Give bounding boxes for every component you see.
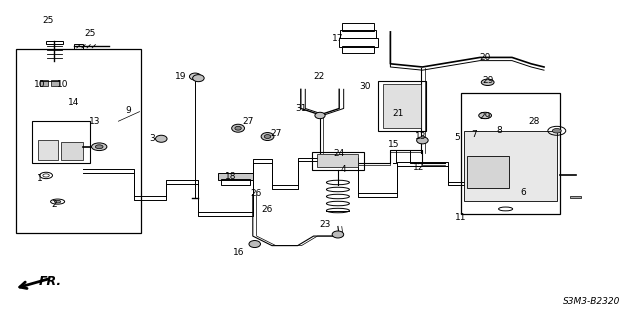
Text: 16: 16 [233,248,244,256]
Text: 17: 17 [332,34,344,43]
Text: 4: 4 [340,165,346,174]
Text: 7: 7 [471,130,476,139]
Bar [340,30,376,38]
Text: 21: 21 [392,109,404,118]
Text: 12: 12 [413,163,424,172]
Text: 26: 26 [250,189,262,198]
Bar [383,84,421,128]
Text: S3M3-B2320: S3M3-B2320 [563,297,621,306]
Bar [467,156,509,188]
Ellipse shape [479,112,492,119]
Ellipse shape [235,126,241,130]
Circle shape [95,145,103,149]
Bar [317,154,358,167]
Bar [378,81,426,131]
Ellipse shape [417,137,428,144]
Ellipse shape [54,200,61,203]
Text: 24: 24 [333,149,345,158]
Text: 19: 19 [175,72,186,81]
Ellipse shape [189,73,201,80]
Text: FR.: FR. [38,275,61,288]
Text: 15: 15 [388,140,399,149]
Bar [342,46,374,53]
Bar [61,142,83,160]
Text: 27: 27 [271,130,282,138]
Text: 29: 29 [482,76,493,85]
Text: 25: 25 [42,16,54,25]
Bar [570,196,581,198]
Bar [312,152,364,170]
Text: 26: 26 [262,205,273,214]
Bar [221,179,250,185]
Text: 29: 29 [479,112,491,121]
Circle shape [92,143,107,151]
Text: 23: 23 [319,220,331,229]
Bar [461,93,560,214]
Bar [218,173,253,180]
Ellipse shape [315,112,325,119]
Ellipse shape [249,241,260,248]
Text: 22: 22 [313,72,324,81]
Ellipse shape [232,124,244,132]
Bar [40,80,48,86]
Bar [464,131,557,201]
Bar [342,23,374,31]
Text: 2: 2 [52,200,57,209]
Text: 20: 20 [479,53,491,62]
Bar [16,49,141,233]
Text: 3: 3 [150,134,155,143]
Bar [339,38,378,47]
Text: 25: 25 [84,29,95,38]
Text: 9: 9 [125,106,131,115]
Bar [51,80,59,86]
Text: 8: 8 [497,126,502,135]
Bar [74,44,83,49]
Text: 1: 1 [37,174,42,183]
Text: 27: 27 [243,117,254,126]
Bar [32,121,90,163]
Ellipse shape [261,133,274,141]
Bar [38,140,58,160]
Circle shape [552,129,561,133]
Text: 18: 18 [225,172,236,181]
Text: 11: 11 [455,213,467,222]
Text: 13: 13 [415,132,427,141]
Ellipse shape [264,135,271,138]
Text: 31: 31 [295,104,307,113]
Ellipse shape [481,79,494,85]
Bar [46,41,63,44]
Text: 14: 14 [68,98,79,107]
Ellipse shape [332,231,344,238]
Text: 30: 30 [359,82,371,91]
Ellipse shape [193,75,204,82]
Text: 28: 28 [528,117,540,126]
Text: 10: 10 [34,80,45,89]
Ellipse shape [156,135,167,142]
Text: 6: 6 [521,189,526,197]
Text: 10: 10 [57,80,68,89]
Text: 5: 5 [454,133,460,142]
Text: 13: 13 [89,117,100,126]
